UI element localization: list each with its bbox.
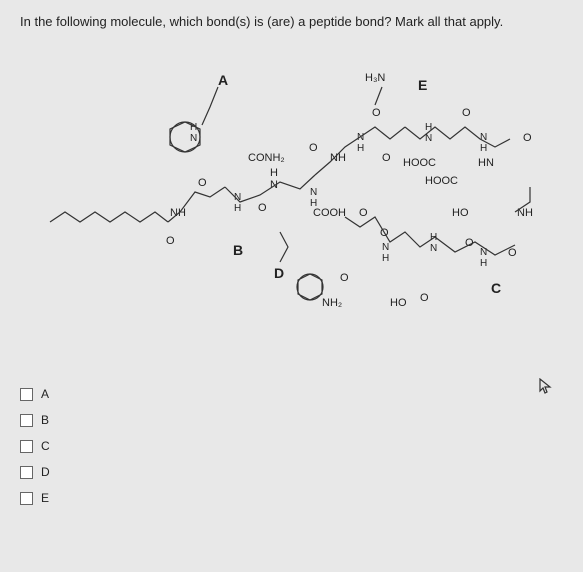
option-c[interactable]: C bbox=[20, 439, 563, 453]
option-e[interactable]: E bbox=[20, 491, 563, 505]
option-label-e: E bbox=[41, 491, 49, 505]
option-b[interactable]: B bbox=[20, 413, 563, 427]
option-d[interactable]: D bbox=[20, 465, 563, 479]
molecule-bonds bbox=[20, 47, 563, 337]
option-label-d: D bbox=[41, 465, 50, 479]
option-a[interactable]: A bbox=[20, 387, 563, 401]
checkbox-b[interactable] bbox=[20, 414, 33, 427]
option-label-a: A bbox=[41, 387, 49, 401]
option-label-c: C bbox=[41, 439, 50, 453]
checkbox-c[interactable] bbox=[20, 440, 33, 453]
option-label-b: B bbox=[41, 413, 49, 427]
answer-options: A B C D E bbox=[20, 387, 563, 505]
checkbox-e[interactable] bbox=[20, 492, 33, 505]
molecule-structure: A B C D E H₃N CONH₂ NH H N NH COOH HOOC … bbox=[20, 47, 563, 337]
cursor-icon bbox=[539, 378, 553, 397]
question-text: In the following molecule, which bond(s)… bbox=[20, 14, 563, 29]
checkbox-a[interactable] bbox=[20, 388, 33, 401]
checkbox-d[interactable] bbox=[20, 466, 33, 479]
